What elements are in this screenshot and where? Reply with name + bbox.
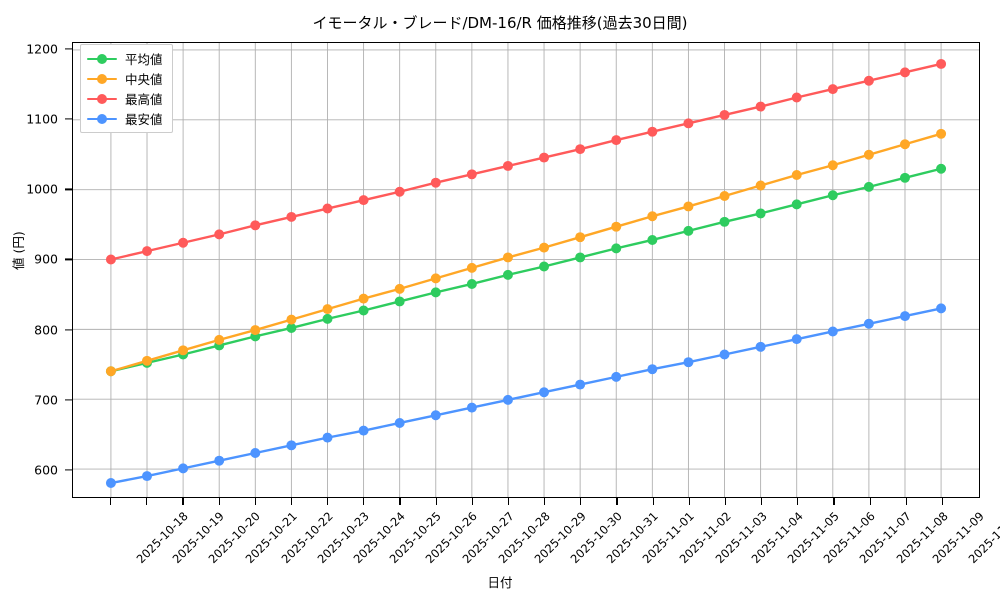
y-tick-label: 900 [34, 251, 58, 267]
x-tick-mark [869, 498, 871, 505]
legend-item-3[interactable]: 最高値 [87, 90, 163, 107]
x-tick-mark [942, 498, 944, 505]
y-tick-label: 600 [34, 462, 58, 478]
x-tick-mark [290, 498, 293, 505]
y-tick-label: 1000 [26, 181, 58, 197]
legend-item-4[interactable]: 最安値 [87, 110, 163, 127]
legend-item-1[interactable]: 平均値 [87, 50, 163, 67]
y-tick-mark [65, 399, 72, 401]
x-tick-mark [652, 498, 654, 505]
legend-item-2[interactable]: 中央値 [87, 70, 163, 87]
x-tick-mark [146, 498, 148, 505]
y-tick-label: 1100 [26, 111, 58, 127]
x-tick-mark [833, 498, 835, 505]
y-tick-mark [65, 258, 72, 261]
series-1 [105, 163, 947, 377]
x-tick-mark [471, 498, 473, 505]
legend-label: 最高値 [125, 92, 163, 107]
x-tick-mark [507, 498, 510, 505]
x-tick-mark [399, 498, 401, 505]
y-tick-mark [65, 329, 72, 331]
y-tick-mark [65, 469, 72, 471]
x-tick-mark [218, 498, 220, 505]
x-tick-mark [724, 498, 727, 505]
legend-label: 平均値 [125, 52, 163, 67]
x-tick-mark [688, 498, 690, 505]
y-tick-mark [65, 188, 72, 190]
x-tick-mark [254, 498, 256, 505]
series-3 [105, 58, 947, 265]
chart-legend: 平均値中央値最高値最安値 [80, 44, 173, 133]
x-tick-mark [580, 498, 582, 505]
x-tick-mark [110, 498, 112, 505]
legend-label: 最安値 [125, 112, 163, 127]
y-tick-mark [65, 118, 72, 120]
y-tick-label: 800 [34, 322, 58, 338]
plot-area [72, 42, 980, 498]
x-tick-mark [327, 498, 329, 505]
legend-marker-icon [87, 52, 117, 66]
y-axis-ticks: 600 700 800 900 1000 1100 1200 [0, 42, 72, 498]
legend-label: 中央値 [125, 72, 163, 87]
y-tick-mark [65, 48, 72, 50]
x-axis-ticks: 2025-10-18 2025-10-19 2025-10-20 2025-10-21… [72, 498, 1000, 598]
x-tick-mark [616, 498, 618, 505]
x-tick-mark [905, 498, 907, 505]
x-tick-mark [797, 498, 799, 505]
y-tick-label: 700 [34, 392, 58, 408]
y-tick-label: 1200 [26, 41, 58, 57]
chart-title: イモータル・ブレード/DM-16/R 価格推移(過去30日間) [312, 14, 688, 32]
legend-marker-icon [87, 92, 117, 106]
x-tick-mark [761, 498, 763, 505]
x-tick-mark [182, 498, 184, 505]
data-series-layer [105, 58, 947, 489]
x-tick-mark [363, 498, 365, 505]
x-tick-mark [544, 498, 546, 505]
series-2 [105, 128, 947, 377]
legend-marker-icon [87, 72, 117, 86]
series-4 [105, 303, 947, 489]
x-axis-label: 日付 [487, 575, 513, 590]
legend-marker-icon [87, 112, 117, 126]
x-tick-mark [435, 498, 437, 505]
